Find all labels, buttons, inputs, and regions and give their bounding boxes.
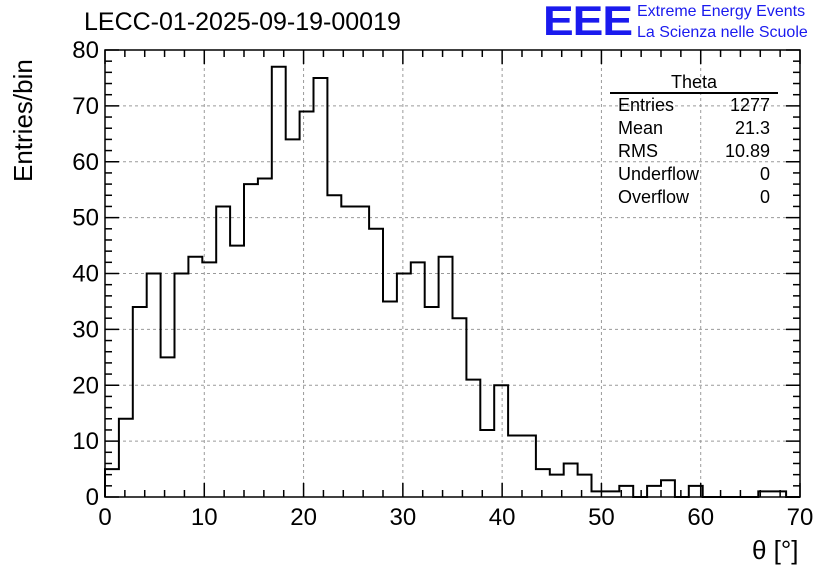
stats-label: Mean <box>618 118 664 138</box>
y-axis-label: Entries/bin <box>8 59 38 182</box>
stats-label: RMS <box>618 141 658 161</box>
y-tick-label: 10 <box>72 428 99 455</box>
stats-box: Theta Entries 1277 Mean 21.3 RMS 10.89 U… <box>610 72 778 209</box>
logo-subtitle-line1: Extreme Energy Events <box>637 3 806 20</box>
x-tick-label: 30 <box>390 504 417 531</box>
stats-row-underflow: Underflow 0 <box>610 163 778 186</box>
y-tick-label: 20 <box>72 372 99 399</box>
x-tick-label: 10 <box>191 504 218 531</box>
x-tick-label: 70 <box>787 504 814 531</box>
x-tick-label: 60 <box>687 504 714 531</box>
x-tick-label: 0 <box>98 504 111 531</box>
stats-title: Theta <box>670 72 718 92</box>
stats-row-mean: Mean 21.3 <box>610 117 778 140</box>
stats-label: Entries <box>618 95 675 115</box>
stats-value: 21.3 <box>734 118 770 138</box>
stats-row-overflow: Overflow 0 <box>610 186 778 209</box>
x-tick-label: 50 <box>588 504 615 531</box>
y-tick-label: 30 <box>72 316 99 343</box>
y-tick-label: 40 <box>72 261 99 288</box>
logo-subtitle-line2: La Scienza nelle Scuole <box>637 24 808 41</box>
grid-lines <box>105 50 800 497</box>
y-tick-label: 0 <box>86 484 99 511</box>
stats-row-rms: RMS 10.89 <box>610 140 778 163</box>
y-tick-label: 70 <box>72 93 99 120</box>
stats-value: 1277 <box>729 95 770 115</box>
y-tick-label: 80 <box>72 37 99 64</box>
plot-title: LECC-01-2025-09-19-00019 <box>84 8 401 36</box>
stats-value: 10.89 <box>724 141 770 161</box>
stats-label: Overflow <box>618 187 690 207</box>
stats-divider <box>610 92 778 94</box>
stats-value: 0 <box>759 164 770 184</box>
stats-label: Underflow <box>618 164 700 184</box>
stats-row-entries: Entries 1277 <box>610 94 778 117</box>
stats-value: 0 <box>759 187 770 207</box>
eee-logo: EEE <box>543 0 633 45</box>
tick-labels: 0 10 20 30 40 50 60 70 0 10 20 30 40 50 60 70 80 <box>72 37 813 531</box>
y-tick-label: 60 <box>72 149 99 176</box>
histogram-step-line <box>104 65 800 498</box>
x-tick-label: 40 <box>489 504 516 531</box>
x-tick-label: 20 <box>290 504 317 531</box>
y-tick-label: 50 <box>72 205 99 232</box>
axis-ticks <box>104 49 801 498</box>
x-axis-label: θ [°] <box>752 535 799 565</box>
